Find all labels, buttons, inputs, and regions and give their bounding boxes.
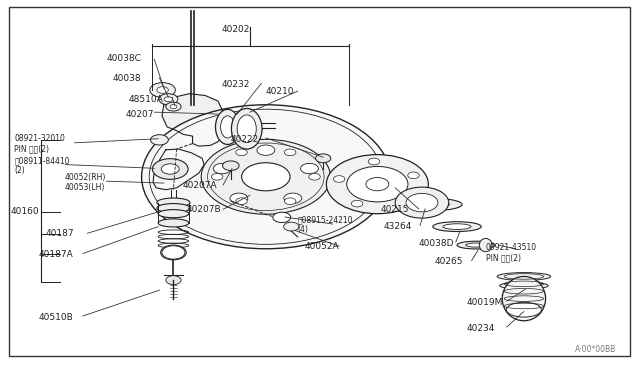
Polygon shape	[162, 94, 223, 146]
Ellipse shape	[502, 292, 545, 298]
Circle shape	[333, 176, 345, 182]
Text: 40210: 40210	[266, 87, 294, 96]
Circle shape	[166, 102, 181, 111]
Text: 40207: 40207	[125, 109, 154, 119]
Text: 40038: 40038	[113, 74, 141, 83]
Circle shape	[242, 163, 290, 191]
Text: 40052A: 40052A	[304, 243, 339, 251]
Circle shape	[161, 164, 179, 174]
Ellipse shape	[443, 224, 471, 230]
Text: 40510B: 40510B	[38, 312, 73, 321]
Circle shape	[284, 198, 296, 205]
Circle shape	[150, 83, 175, 97]
Circle shape	[316, 154, 331, 163]
Text: 40215: 40215	[381, 205, 409, 215]
Circle shape	[141, 105, 390, 249]
Text: 48510A: 48510A	[129, 95, 164, 104]
Text: 43264: 43264	[384, 222, 412, 231]
Circle shape	[236, 149, 247, 155]
Ellipse shape	[500, 282, 548, 289]
Text: 40234: 40234	[467, 324, 495, 333]
Text: 40265: 40265	[435, 257, 463, 266]
Text: 40187A: 40187A	[38, 250, 73, 259]
Circle shape	[301, 163, 318, 174]
Text: 40187: 40187	[46, 230, 75, 238]
Circle shape	[162, 246, 185, 259]
Text: 40222: 40222	[231, 135, 259, 144]
Circle shape	[273, 212, 291, 222]
Ellipse shape	[505, 299, 543, 305]
Text: ⓝ08915-24210
(4): ⓝ08915-24210 (4)	[298, 215, 353, 234]
Text: 40038C: 40038C	[106, 54, 141, 63]
Ellipse shape	[157, 203, 190, 213]
Ellipse shape	[232, 109, 262, 149]
Circle shape	[395, 187, 449, 218]
Ellipse shape	[237, 115, 256, 142]
Ellipse shape	[506, 302, 541, 317]
Ellipse shape	[413, 201, 449, 208]
Circle shape	[366, 177, 389, 191]
Ellipse shape	[466, 243, 486, 247]
Circle shape	[284, 193, 301, 203]
Ellipse shape	[433, 222, 481, 231]
Circle shape	[351, 200, 363, 207]
Ellipse shape	[158, 210, 189, 218]
Ellipse shape	[479, 238, 492, 252]
Text: ⓝ08911-84410
(2): ⓝ08911-84410 (2)	[14, 156, 70, 175]
Circle shape	[164, 97, 173, 102]
Ellipse shape	[161, 245, 186, 260]
Circle shape	[406, 193, 438, 212]
Text: 08921-32010
PIN ピン(2): 08921-32010 PIN ピン(2)	[14, 134, 65, 153]
Circle shape	[213, 163, 231, 174]
Circle shape	[152, 159, 188, 179]
Circle shape	[308, 173, 320, 180]
Polygon shape	[153, 149, 204, 190]
Circle shape	[166, 276, 181, 285]
Text: 40038D: 40038D	[419, 239, 454, 248]
Circle shape	[223, 161, 239, 170]
Circle shape	[157, 87, 168, 93]
Circle shape	[408, 172, 419, 179]
Text: 40202: 40202	[221, 25, 250, 33]
Circle shape	[170, 105, 177, 109]
Text: 40019M: 40019M	[467, 298, 503, 307]
Circle shape	[347, 166, 408, 202]
Circle shape	[230, 193, 248, 203]
Circle shape	[236, 198, 247, 205]
Circle shape	[284, 149, 296, 155]
Circle shape	[211, 173, 223, 180]
Ellipse shape	[221, 116, 235, 138]
Ellipse shape	[157, 198, 190, 207]
Circle shape	[257, 145, 275, 155]
Ellipse shape	[457, 241, 495, 249]
Ellipse shape	[497, 273, 550, 280]
Circle shape	[284, 222, 299, 231]
Circle shape	[326, 155, 428, 214]
Circle shape	[150, 135, 168, 145]
Ellipse shape	[502, 276, 545, 321]
Circle shape	[159, 94, 178, 105]
Text: A·00*00BB: A·00*00BB	[575, 345, 616, 354]
Text: 00921-43510
PIN ピン(2): 00921-43510 PIN ピン(2)	[486, 243, 537, 262]
Circle shape	[201, 140, 330, 214]
Ellipse shape	[216, 109, 240, 144]
Text: 40207B: 40207B	[186, 205, 221, 215]
Text: 40207A: 40207A	[183, 182, 218, 190]
Circle shape	[397, 198, 409, 205]
Text: 40160: 40160	[11, 207, 40, 217]
Text: 40052(RH)
40053(LH): 40052(RH) 40053(LH)	[65, 173, 106, 192]
Ellipse shape	[401, 198, 462, 211]
Circle shape	[368, 158, 380, 165]
Text: 40232: 40232	[221, 80, 250, 89]
Ellipse shape	[158, 219, 189, 227]
